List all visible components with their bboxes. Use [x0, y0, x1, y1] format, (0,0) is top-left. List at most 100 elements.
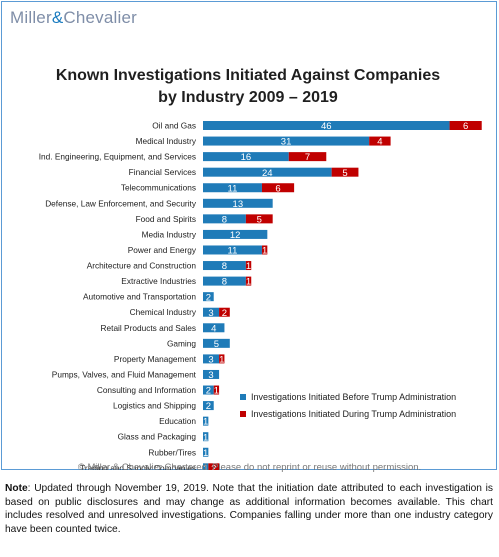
- bar-value-before: 8: [222, 277, 227, 288]
- bar-value-during: 4: [377, 137, 382, 148]
- bar-before: [203, 167, 332, 177]
- category-label: Architecture and Construction: [87, 261, 197, 271]
- chart-title-line2: by Industry 2009 – 2019: [158, 89, 338, 106]
- bar-value-before: 46: [321, 121, 332, 132]
- category-label: Pumps, Valves, and Fluid Management: [52, 369, 197, 379]
- bar-before: [203, 152, 289, 162]
- bar-value-before: 16: [241, 152, 252, 163]
- bar-before: [203, 338, 230, 348]
- bar-before: [203, 463, 209, 470]
- category-label: Trading and Supply Companies: [80, 463, 196, 470]
- bar-value-during: 5: [342, 168, 347, 179]
- note-text: : Updated through November 19, 2019. Not…: [5, 483, 493, 535]
- bar-value-during: 1: [214, 386, 219, 397]
- category-label: Telecommunications: [121, 183, 196, 193]
- copyright-notice: © Miller & Chevalier Chartered. Please d…: [77, 462, 422, 473]
- category-label: Chemical Industry: [130, 307, 197, 317]
- bar-before: [203, 214, 246, 224]
- bar-during: [208, 463, 220, 470]
- bar-during: [261, 245, 268, 255]
- category-label: Financial Services: [129, 167, 196, 177]
- bar-during: [449, 121, 482, 130]
- bar-value-before: 1: [203, 432, 208, 443]
- bar-value-during: 5: [257, 214, 262, 225]
- category-label: Logistics and Shipping: [113, 401, 196, 411]
- bar-before: [203, 245, 262, 255]
- bar-value-during: 7: [305, 152, 310, 163]
- company-logo: Miller&Chevalier: [10, 8, 137, 27]
- bar-before: [203, 183, 262, 193]
- bar-before: [203, 229, 268, 239]
- bar-value-before: 8: [222, 214, 227, 225]
- bar-during: [219, 307, 230, 317]
- bar-value-before: 11: [228, 246, 238, 257]
- category-label: Retail Products and Sales: [101, 323, 196, 333]
- bar-value-during: 1: [219, 355, 224, 366]
- bar-during: [245, 261, 252, 271]
- bar-value-before: 12: [230, 230, 241, 241]
- bar-value-before: 3: [208, 308, 213, 319]
- legend-label-during: Investigations Initiated During Trump Ad…: [251, 409, 457, 419]
- bar-value-before: 3: [208, 370, 213, 381]
- category-label: Food and Spirits: [136, 214, 196, 224]
- bar-value-before: 8: [222, 261, 227, 272]
- chart-note: Note: Updated through November 19, 2019.…: [5, 482, 493, 536]
- bar-before: [203, 432, 209, 442]
- legend-swatch-before: [240, 393, 246, 400]
- bar-during: [245, 214, 273, 224]
- bar-during: [219, 354, 225, 364]
- category-label: Gaming: [167, 338, 196, 348]
- bar-value-before: 1: [203, 417, 208, 428]
- legend-item-before: Investigations Initiated Before Trump Ad…: [240, 392, 456, 402]
- bar-value-during: 6: [275, 183, 280, 194]
- bar-during: [369, 136, 391, 146]
- category-label: Consulting and Information: [97, 385, 197, 395]
- legend-swatch-during: [240, 410, 246, 417]
- bar-before: [203, 121, 450, 130]
- bar-value-before: 13: [233, 199, 244, 210]
- bar-value-before: 1: [203, 463, 208, 470]
- note-label: Note: [5, 483, 28, 494]
- bar-value-before: 4: [211, 323, 216, 334]
- bar-during: [288, 152, 327, 162]
- bar-before: [203, 416, 209, 426]
- bar-value-before: 2: [206, 401, 211, 412]
- bar-value-before: 5: [214, 339, 219, 350]
- category-label: Ind. Engineering, Equipment, and Service…: [39, 152, 196, 162]
- bar-value-during: 1: [246, 261, 251, 272]
- bar-before: [203, 354, 220, 364]
- bar-value-during: 2: [211, 463, 216, 470]
- legend-item-during: Investigations Initiated During Trump Ad…: [240, 409, 456, 419]
- bar-before: [203, 385, 214, 395]
- category-label: Rubber/Tires: [148, 447, 196, 457]
- bar-before: [203, 369, 220, 379]
- category-label: Power and Energy: [128, 245, 197, 255]
- bar-during: [331, 167, 359, 177]
- bar-value-before: 2: [206, 386, 211, 397]
- bar-during: [213, 385, 220, 395]
- category-label: Medical Industry: [136, 136, 197, 146]
- category-label: Glass and Packaging: [118, 432, 197, 442]
- category-label: Oil and Gas: [152, 121, 196, 131]
- bar-before: [203, 261, 246, 271]
- bar-value-before: 24: [262, 168, 273, 179]
- bar-before: [203, 136, 370, 146]
- category-label: Extractive Industries: [121, 276, 196, 286]
- bar-before: [203, 198, 273, 208]
- bar-value-before: 3: [208, 355, 213, 366]
- category-label: Defense, Law Enforcement, and Security: [45, 198, 197, 208]
- bar-before: [203, 292, 214, 302]
- bar-value-before: 11: [228, 183, 238, 194]
- bar-value-during: 1: [246, 277, 251, 288]
- legend-label-before: Investigations Initiated Before Trump Ad…: [251, 392, 457, 402]
- chart-title-line1: Known Investigations Initiated Against C…: [55, 67, 441, 84]
- bar-value-during: 1: [262, 246, 267, 257]
- bar-before: [203, 447, 209, 457]
- bar-during: [245, 276, 252, 286]
- bar-before: [203, 276, 246, 286]
- bar-value-before: 2: [206, 292, 211, 303]
- bar-value-during: 6: [463, 121, 468, 132]
- category-label: Property Management: [114, 354, 197, 364]
- bar-value-during: 2: [222, 308, 227, 319]
